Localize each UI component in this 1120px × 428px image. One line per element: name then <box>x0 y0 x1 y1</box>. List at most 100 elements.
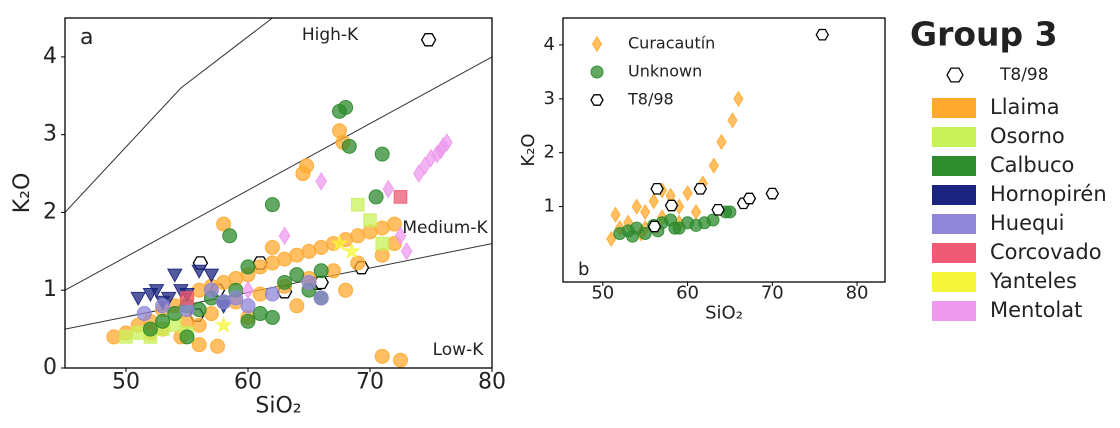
legend-label: Huequi <box>990 211 1065 235</box>
point <box>289 298 305 314</box>
x-tick-label: 50 <box>112 369 140 394</box>
point <box>682 184 693 202</box>
point <box>180 291 194 305</box>
annotation: Low-K <box>433 340 485 360</box>
point <box>155 313 171 329</box>
point <box>338 99 354 115</box>
legend-label: Mentolat <box>990 298 1082 322</box>
point <box>277 274 293 290</box>
point <box>166 268 183 283</box>
point <box>374 146 390 162</box>
point <box>631 198 642 215</box>
point <box>264 197 280 213</box>
point <box>742 192 757 205</box>
point <box>591 35 603 53</box>
point <box>386 216 402 232</box>
point <box>640 203 651 221</box>
point <box>191 317 207 333</box>
legend-label: Curacautín <box>628 34 715 53</box>
point <box>693 182 708 195</box>
point <box>706 213 720 227</box>
point <box>711 203 725 216</box>
point <box>148 284 165 299</box>
x-tick-label: 60 <box>234 369 262 394</box>
x-tick-label: 80 <box>846 283 869 304</box>
point <box>350 255 366 271</box>
y-tick-label: 1 <box>43 277 57 302</box>
point <box>708 157 719 174</box>
y-tick-label: 3 <box>43 122 57 147</box>
point <box>179 329 195 345</box>
legend-label: Yanteles <box>989 269 1077 293</box>
legend-patch <box>932 185 976 205</box>
point <box>393 352 408 368</box>
point <box>351 197 365 212</box>
point <box>222 228 238 244</box>
point <box>160 291 177 307</box>
point <box>341 138 357 154</box>
y-tick-label: 1 <box>544 196 555 217</box>
point <box>289 267 305 283</box>
point <box>214 316 233 333</box>
legend-patch <box>932 301 976 321</box>
x-tick-label: 50 <box>591 283 614 304</box>
point <box>375 236 389 251</box>
y-tick-label: 3 <box>544 88 555 109</box>
point <box>203 268 220 283</box>
point <box>690 203 702 221</box>
x-tick-label: 80 <box>478 369 506 394</box>
point <box>191 264 208 279</box>
point <box>264 239 280 255</box>
point <box>131 326 145 340</box>
panel-label: b <box>578 259 589 280</box>
point <box>136 306 152 322</box>
point <box>733 90 744 107</box>
point <box>394 226 407 246</box>
point <box>240 259 256 275</box>
x-tick-label: 70 <box>356 369 384 394</box>
point <box>330 234 349 251</box>
point <box>668 221 682 235</box>
y-tick-label: 0 <box>43 355 57 380</box>
point <box>142 321 158 337</box>
point <box>434 140 447 160</box>
point <box>313 263 329 279</box>
plot-area <box>65 18 492 368</box>
legend-patch <box>932 98 976 118</box>
point <box>130 291 147 307</box>
point <box>664 199 679 212</box>
annotation: High-K <box>302 25 359 45</box>
point <box>264 309 280 325</box>
point <box>441 133 453 152</box>
point <box>228 290 244 306</box>
point <box>647 220 662 233</box>
legend-label: Unknown <box>628 62 702 81</box>
point <box>716 133 727 151</box>
point <box>723 205 737 219</box>
annotation: Medium-K <box>402 218 488 238</box>
point <box>278 226 291 246</box>
legend-patch <box>932 272 976 292</box>
x-tick-label: 60 <box>676 283 699 304</box>
point <box>363 213 377 228</box>
point <box>342 242 361 259</box>
point <box>368 189 384 205</box>
legend-label: Calbuco <box>990 153 1074 177</box>
legend-patch <box>932 127 976 147</box>
point <box>650 182 664 195</box>
point <box>765 187 780 200</box>
legend-patch <box>932 214 976 234</box>
point <box>216 216 232 232</box>
point <box>210 338 225 354</box>
panel-label: a <box>80 25 93 50</box>
point <box>119 330 133 344</box>
legend-label: Llaima <box>990 95 1060 119</box>
point <box>155 298 171 314</box>
point <box>242 280 254 300</box>
legend-label: Hornopirén <box>990 182 1107 206</box>
point <box>315 171 327 191</box>
legend-label: Osorno <box>990 124 1065 148</box>
point <box>638 227 652 241</box>
x-tick-label: 70 <box>761 283 784 304</box>
